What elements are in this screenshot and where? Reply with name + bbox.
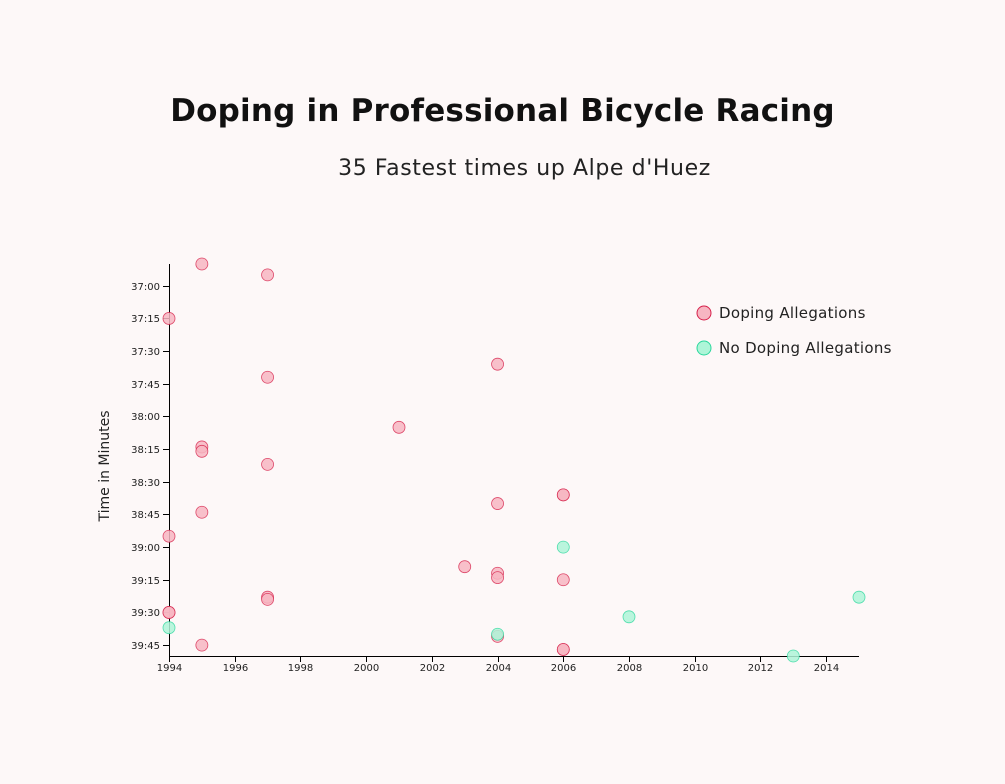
clean-point[interactable]	[852, 590, 866, 604]
legend: Doping Allegations No Doping Allegations	[696, 304, 892, 357]
clean-point[interactable]	[162, 621, 176, 635]
x-tick-label: 2002	[420, 663, 445, 674]
y-tick-label: 37:45	[131, 380, 160, 391]
y-axis: 37:00 37:15 37:30 37:45 38:00 38:15 38:30 38:45…	[131, 264, 170, 656]
x-axis: 1994 1996 1998 2000 2002 2004 2006 2008 2010 2012…	[157, 656, 859, 674]
y-tick-label: 37:30	[131, 347, 160, 358]
doping-point[interactable]	[162, 606, 176, 619]
doping-point[interactable]	[261, 457, 274, 471]
doping-point[interactable]	[261, 268, 274, 282]
x-tick-label: 2000	[354, 663, 379, 674]
doping-point[interactable]	[195, 444, 209, 458]
doping-point[interactable]	[261, 592, 274, 606]
doping-point[interactable]	[162, 529, 176, 543]
legend-clean-marker	[696, 340, 712, 356]
x-tick-label: 2008	[617, 663, 642, 674]
x-tick-label: 2012	[748, 663, 773, 674]
doping-point[interactable]	[556, 643, 570, 656]
doping-point[interactable]	[195, 257, 209, 271]
x-tick-label: 1994	[157, 663, 182, 674]
clean-point[interactable]	[491, 627, 504, 641]
doping-point[interactable]	[491, 497, 504, 510]
y-tick-label: 37:00	[131, 282, 160, 293]
y-axis-label: Time in Minutes	[97, 410, 113, 522]
x-tick-label: 2004	[486, 663, 511, 674]
doping-point[interactable]	[195, 505, 209, 519]
doping-point[interactable]	[491, 571, 504, 584]
y-tick-label: 39:15	[131, 576, 160, 587]
y-tick-label: 38:00	[131, 412, 160, 423]
doping-point[interactable]	[261, 370, 274, 384]
x-tick-label: 1996	[223, 663, 248, 674]
legend-clean-label: No Doping Allegations	[719, 339, 892, 357]
doping-point[interactable]	[556, 573, 570, 587]
doping-point[interactable]	[556, 488, 570, 502]
clean-point[interactable]	[622, 610, 636, 624]
doping-point[interactable]	[392, 420, 406, 434]
y-tick-label: 39:45	[131, 641, 160, 652]
y-tick-label: 38:15	[131, 445, 160, 456]
x-tick-label: 2006	[551, 663, 576, 674]
y-tick-label: 39:30	[131, 608, 160, 619]
doping-point[interactable]	[195, 638, 209, 652]
clean-point[interactable]	[556, 540, 570, 554]
x-tick-label: 2014	[814, 663, 839, 674]
legend-doping-label: Doping Allegations	[719, 304, 866, 322]
doping-point[interactable]	[491, 357, 504, 371]
y-tick-label: 39:00	[131, 543, 160, 554]
data-points	[162, 257, 866, 663]
x-tick-label: 1998	[288, 663, 313, 674]
doping-point[interactable]	[162, 312, 176, 325]
doping-point[interactable]	[458, 560, 472, 574]
y-tick-label: 38:30	[131, 478, 160, 489]
y-tick-label: 38:45	[131, 510, 160, 521]
clean-point[interactable]	[786, 649, 800, 663]
chart-subtitle: 35 Fastest times up Alpe d'Huez	[338, 156, 711, 181]
x-tick-label: 2010	[683, 663, 708, 674]
chart-title: Doping in Professional Bicycle Racing	[170, 93, 835, 129]
y-tick-label: 37:15	[131, 314, 160, 325]
legend-doping-marker	[696, 305, 712, 321]
